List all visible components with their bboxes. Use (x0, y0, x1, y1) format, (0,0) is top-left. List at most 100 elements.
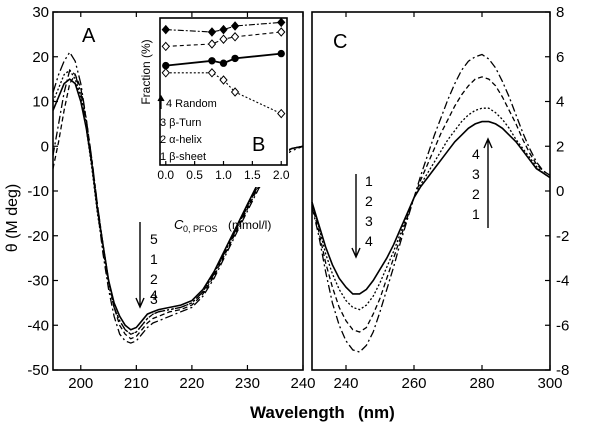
panel-c: 240 260 280 300-8 -6 -4 -2 0 2 4 6 8 (311, 4, 569, 392)
panel-a-y-tick-label: -50 (27, 362, 49, 379)
panel-a-x-tick-label: 220 (179, 375, 204, 392)
panel-c-y-tick-label: 8 (556, 4, 564, 21)
panel-c-series-2 (311, 107, 551, 311)
panel-a-series-4 (52, 69, 304, 344)
x-axis-label-units: (nm) (358, 403, 395, 422)
panel-b-marker (277, 49, 285, 58)
panel-c-frame (311, 11, 551, 371)
legend-item-turn: 3 β-Turn (160, 117, 201, 129)
panel-a-y-tick-label: -30 (27, 273, 49, 290)
panel-b-x-label-units: (mmol/l) (228, 218, 271, 232)
panel-b-marker (208, 57, 216, 65)
panel-c-x-tick-label: 240 (333, 375, 358, 392)
panel-b-marker (230, 21, 240, 31)
panel-c-up-label-1: 1 (472, 206, 480, 222)
panel-c-series-1 (311, 120, 551, 295)
panel-a-series-5 (52, 51, 304, 335)
panel-a-series-1 (52, 78, 304, 331)
panel-b-marker (207, 27, 217, 37)
panel-b-marker (230, 32, 240, 42)
panel-a-y-tick-label: -40 (27, 317, 49, 334)
legend-up-arrow-icon (157, 94, 165, 109)
legend-item-sheet: 1 β-sheet (160, 151, 206, 163)
panel-a-y-tick-label: 0 (41, 138, 49, 155)
panel-a-down-arrow-icon (135, 222, 145, 309)
panel-a-y-axis-label: θ (M deg) (4, 184, 21, 252)
panel-b-marker (277, 27, 286, 37)
panel-c-series-3 (311, 76, 551, 333)
panel-c-series-4 (311, 53, 551, 353)
panel-a-letter: A (82, 25, 96, 47)
panel-c-down-label-2: 2 (365, 193, 373, 209)
panel-c-y-tick-label: -8 (556, 362, 569, 379)
panel-a-label-5: 5 (150, 231, 158, 247)
panel-c-y-tick-label: -2 (556, 228, 569, 245)
panel-c-down-label-3: 3 (365, 213, 373, 229)
panel-b-marker (277, 108, 286, 119)
panel-c-up-label-4: 4 (472, 146, 480, 162)
panel-c-y-tick-label: 2 (556, 138, 564, 155)
panel-b-y-axis-label: Fraction (%) (139, 39, 153, 104)
panel-b-x-tick-label: 2.0 (273, 168, 290, 182)
panel-c-up-arrow-icon (483, 137, 493, 228)
panel-b-marker (219, 24, 228, 35)
panel-c-letter: C (333, 31, 347, 53)
panel-a-label-3: 3 (150, 291, 158, 307)
panel-c-y-tick-label: -6 (556, 317, 569, 334)
panel-c-x-tick-label: 280 (469, 375, 494, 392)
legend-item-helix: 2 α-helix (160, 134, 202, 146)
panel-c-down-label-4: 4 (365, 233, 373, 249)
panel-c-up-label-3: 3 (472, 166, 480, 182)
panel-c-y-tick-label: 6 (556, 49, 564, 66)
panel-c-x-tick-label: 260 (401, 375, 426, 392)
panel-b-letter: B (252, 134, 265, 156)
panel-b-marker (230, 87, 240, 97)
panel-c-x-tick-label: 300 (537, 375, 562, 392)
panel-a: 200 210 220 230 240 -50 -40 -30 -20 -10 0 10 20 30 (27, 4, 315, 392)
panel-b-marker (277, 17, 286, 28)
panel-a-arrow-labels: 5 1 2 3 4 4 (135, 222, 158, 309)
panel-b-x-tick-label: 1.5 (244, 168, 261, 182)
panel-b-marker (207, 68, 217, 78)
panel-b-marker (219, 59, 228, 67)
panel-a-x-tick-label: 230 (235, 375, 260, 392)
panel-a-y-tick-label: 30 (32, 4, 49, 21)
panel-c-y-tick-label: 4 (556, 94, 564, 111)
panel-b-series-line (165, 72, 282, 115)
panel-a-label-4-visible: 4 (150, 287, 158, 303)
shared-x-axis-label: Wavelength (nm) (250, 403, 395, 422)
panel-b-x-tick-label: 1.0 (215, 168, 232, 182)
panel-c-down-label-1: 1 (365, 173, 373, 189)
panel-a-y-tick-label: -20 (27, 228, 49, 245)
panel-a-x-tick-label: 240 (290, 375, 315, 392)
panel-c-y-tick-label: -4 (556, 273, 569, 290)
panel-c-y-tick-label: 0 (556, 183, 564, 200)
panel-b-marker (162, 61, 170, 70)
panel-b-marker (161, 41, 170, 52)
panel-b-x-label-sub: 0, PFOS (183, 224, 218, 234)
panel-a-y-tick-label: -10 (27, 183, 49, 200)
panel-b-marker (219, 34, 228, 44)
panel-b-marker (161, 24, 170, 35)
panel-a-y-tick-label: 20 (32, 49, 49, 66)
panel-b-x-tick-label: 0.5 (186, 168, 203, 182)
panel-a-x-tick-label: 200 (68, 375, 93, 392)
panel-b-marker (231, 54, 239, 63)
panel-a-x-tick-label: 210 (124, 375, 149, 392)
panel-a-y-tick-label: 10 (32, 94, 49, 111)
panel-b-marker (207, 39, 217, 49)
panel-b-x-tick-label: 0.0 (157, 168, 174, 182)
panel-b-x-axis-label: C 0, PFOS (mmol/l) (174, 217, 271, 234)
x-axis-label-main: Wavelength (250, 403, 345, 422)
panel-b-x-label-main: C (174, 217, 184, 232)
panel-b-marker (161, 68, 170, 78)
panel-b-marker (219, 75, 228, 85)
legend-item-random: 4 Random (166, 98, 217, 110)
panel-b-legend: 4 Random 3 β-Turn 2 α-helix 1 β-sheet (157, 94, 217, 163)
panel-b-series-line (165, 21, 282, 33)
panel-c-up-label-2: 2 (472, 186, 480, 202)
panel-b-inset: 0.0 0.5 1.0 1.5 2.0 (157, 17, 290, 187)
panel-a-label-2: 2 (150, 271, 158, 287)
panel-a-label-1: 1 (150, 251, 158, 267)
